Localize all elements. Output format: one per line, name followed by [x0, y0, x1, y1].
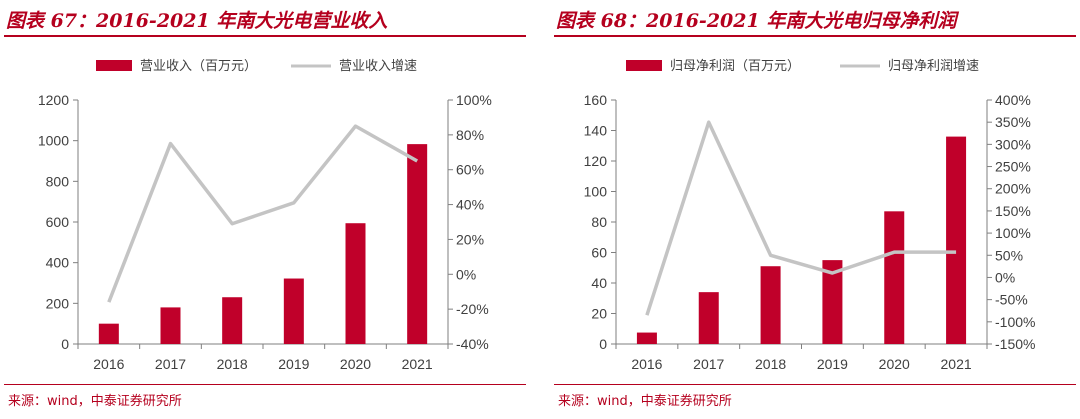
bar-2020: [884, 211, 905, 344]
x-tick-label: 2017: [155, 356, 186, 372]
source-note: 来源：wind，中泰证券研究所: [558, 394, 732, 409]
x-tick-label: 2016: [93, 356, 124, 372]
bar-2016: [98, 323, 119, 344]
chart-title: 图表 67：2016-2021 年南大光电营业收入: [6, 10, 388, 32]
left-tick-label: 600: [46, 214, 70, 230]
left-tick-label: 200: [46, 295, 70, 311]
x-tick-label: 2020: [340, 356, 371, 372]
left-tick-label: 100: [584, 184, 608, 200]
bar-2021: [946, 136, 967, 344]
right-tick-label: 0%: [995, 269, 1015, 285]
revenue-panel: 图表 67：2016-2021 年南大光电营业收入 营业收入（百万元） 营业收入增…: [0, 0, 530, 419]
legend-line-label: 营业收入增速: [339, 58, 417, 73]
legend-bar-label: 归母净利润（百万元）: [670, 58, 800, 73]
growth-line: [645, 120, 957, 316]
left-tick-label: 0: [61, 336, 69, 352]
net-profit-chart: 归母净利润（百万元） 归母净利润增速 0 20 40 60 80 100 120 140 160 -1…: [584, 58, 1036, 372]
right-tick-label: -40%: [456, 336, 489, 352]
left-tick-label: 1000: [38, 133, 69, 149]
right-tick-label: 200%: [995, 181, 1031, 197]
legend-bar-label: 营业收入（百万元）: [140, 58, 257, 73]
bar-2020: [345, 223, 366, 344]
left-tick-label: 80: [591, 214, 607, 230]
left-tick-label: 60: [591, 245, 607, 261]
right-tick-label: 0%: [456, 266, 476, 282]
chart-title: 图表 68：2016-2021 年南大光电归母净利润: [556, 10, 957, 32]
right-tick-label: -20%: [456, 301, 489, 317]
left-tick-label: 400: [46, 255, 70, 271]
left-tick-label: 140: [584, 123, 608, 139]
title-divider: [554, 35, 1076, 37]
legend-bar-swatch: [96, 60, 132, 71]
right-tick-label: 60%: [456, 162, 484, 178]
x-tick-label: 2021: [941, 356, 972, 372]
bar-2019: [283, 278, 304, 344]
x-tick-label: 2021: [402, 356, 433, 372]
right-tick-label: 250%: [995, 159, 1031, 175]
title-divider: [4, 35, 526, 37]
bar-2017: [698, 292, 719, 344]
source-divider: [4, 384, 526, 385]
bar-2016: [636, 332, 657, 344]
right-tick-label: 50%: [995, 247, 1023, 263]
left-tick-label: 160: [584, 92, 608, 108]
right-tick-label: -50%: [995, 292, 1028, 308]
bar-2019: [822, 260, 843, 344]
legend-line-label: 归母净利润增速: [888, 58, 979, 73]
source-note: 来源：wind，中泰证券研究所: [8, 394, 182, 409]
x-tick-label: 2018: [755, 356, 786, 372]
bar-2018: [760, 266, 781, 344]
right-tick-label: 100%: [995, 225, 1031, 241]
right-tick-label: -100%: [995, 314, 1035, 330]
x-tick-label: 2016: [631, 356, 662, 372]
bar-2018: [222, 297, 243, 344]
x-tick-label: 2017: [693, 356, 724, 372]
left-tick-label: 120: [584, 153, 608, 169]
legend-bar-swatch: [626, 60, 662, 71]
x-tick-label: 2019: [817, 356, 848, 372]
x-tick-label: 2019: [278, 356, 309, 372]
x-tick-label: 2020: [879, 356, 910, 372]
right-tick-label: 80%: [456, 127, 484, 143]
right-tick-label: 350%: [995, 114, 1031, 130]
x-tick-label: 2018: [217, 356, 248, 372]
bar-2017: [160, 307, 181, 344]
bar-2021: [407, 144, 428, 344]
right-tick-label: 20%: [456, 231, 484, 247]
left-tick-label: 20: [591, 306, 607, 322]
right-tick-label: 300%: [995, 136, 1031, 152]
growth-line: [107, 124, 419, 303]
left-tick-label: 40: [591, 275, 607, 291]
source-divider: [554, 384, 1076, 385]
left-tick-label: 0: [599, 336, 607, 352]
right-tick-label: 400%: [995, 92, 1031, 108]
revenue-chart: 营业收入（百万元） 营业收入增速 0 200 400 600 800 1000 1200 -40%…: [38, 58, 492, 372]
right-tick-label: 40%: [456, 197, 484, 213]
net-profit-panel: 图表 68：2016-2021 年南大光电归母净利润 归母净利润（百万元） 归母净…: [550, 0, 1080, 419]
right-tick-label: 100%: [456, 92, 492, 108]
left-tick-label: 1200: [38, 92, 69, 108]
right-tick-label: -150%: [995, 336, 1035, 352]
right-tick-label: 150%: [995, 203, 1031, 219]
left-tick-label: 800: [46, 173, 70, 189]
